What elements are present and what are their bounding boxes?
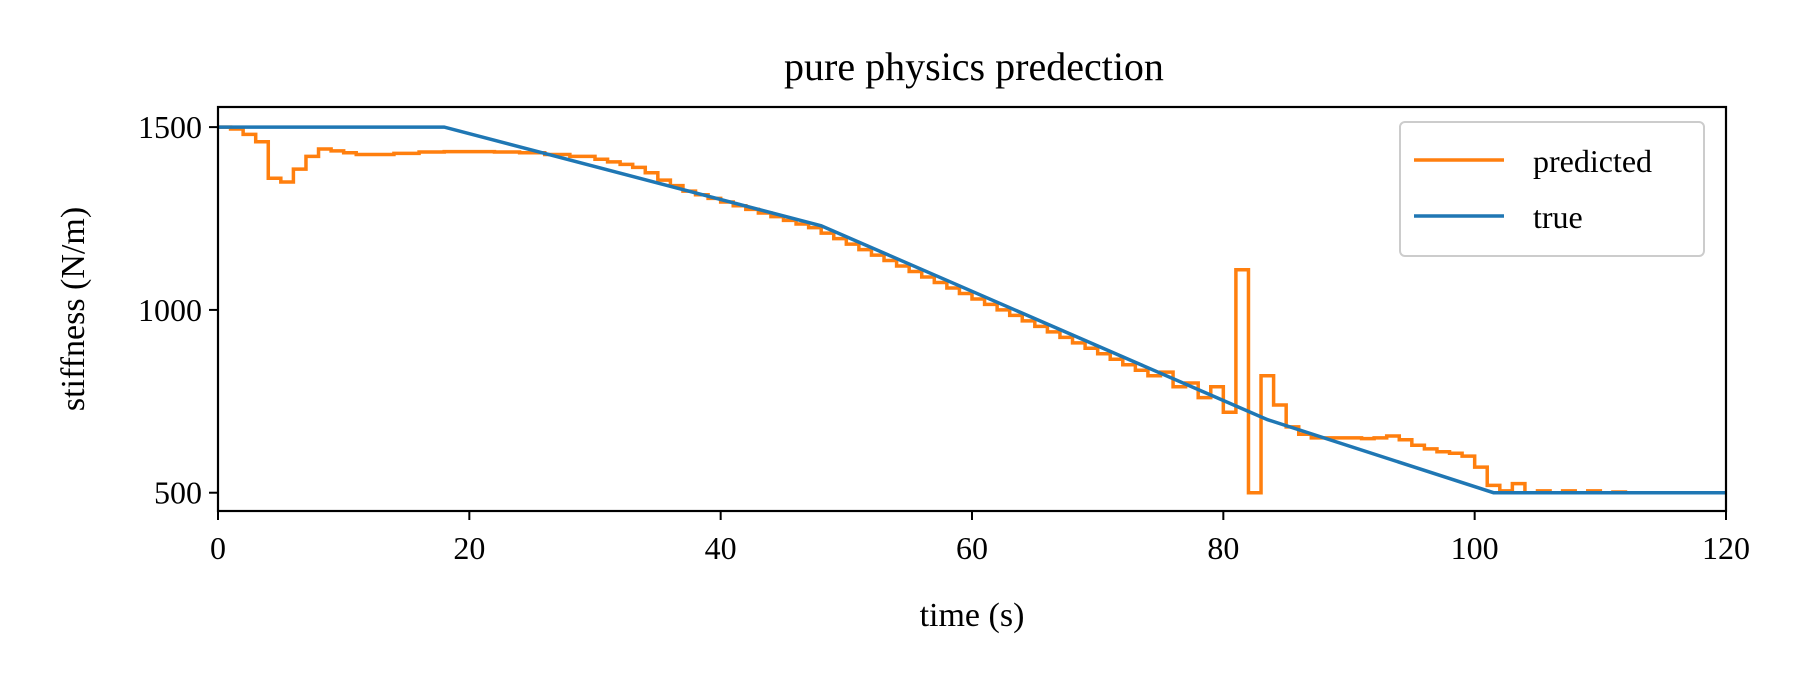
x-tick-label: 100: [1451, 530, 1499, 566]
y-tick-label: 1500: [138, 109, 202, 145]
x-tick-label: 40: [705, 530, 737, 566]
x-axis-label: time (s): [920, 597, 1025, 634]
x-tick-label: 80: [1207, 530, 1239, 566]
legend: predicted true: [1399, 121, 1705, 257]
series-line-true: [218, 125, 1726, 495]
y-tick-label: 500: [154, 475, 202, 511]
x-axis: 0 20 40 60 80 100 120: [210, 511, 1750, 566]
x-tick-label: 20: [453, 530, 485, 566]
y-axis-label: stiffness (N/m): [55, 207, 92, 411]
x-tick-label: 0: [210, 530, 226, 566]
chart-title: pure physics predection: [784, 44, 1164, 89]
series-layer: [218, 125, 1726, 495]
legend-frame: [1399, 121, 1705, 257]
legend-label-true: true: [1533, 199, 1583, 235]
y-tick-label: 1000: [138, 292, 202, 328]
legend-label-predicted: predicted: [1533, 143, 1652, 179]
y-axis: 500 1000 1500: [138, 109, 218, 511]
x-tick-label: 60: [956, 530, 988, 566]
series-line-predicted: [218, 125, 1726, 495]
x-tick-label: 120: [1702, 530, 1750, 566]
